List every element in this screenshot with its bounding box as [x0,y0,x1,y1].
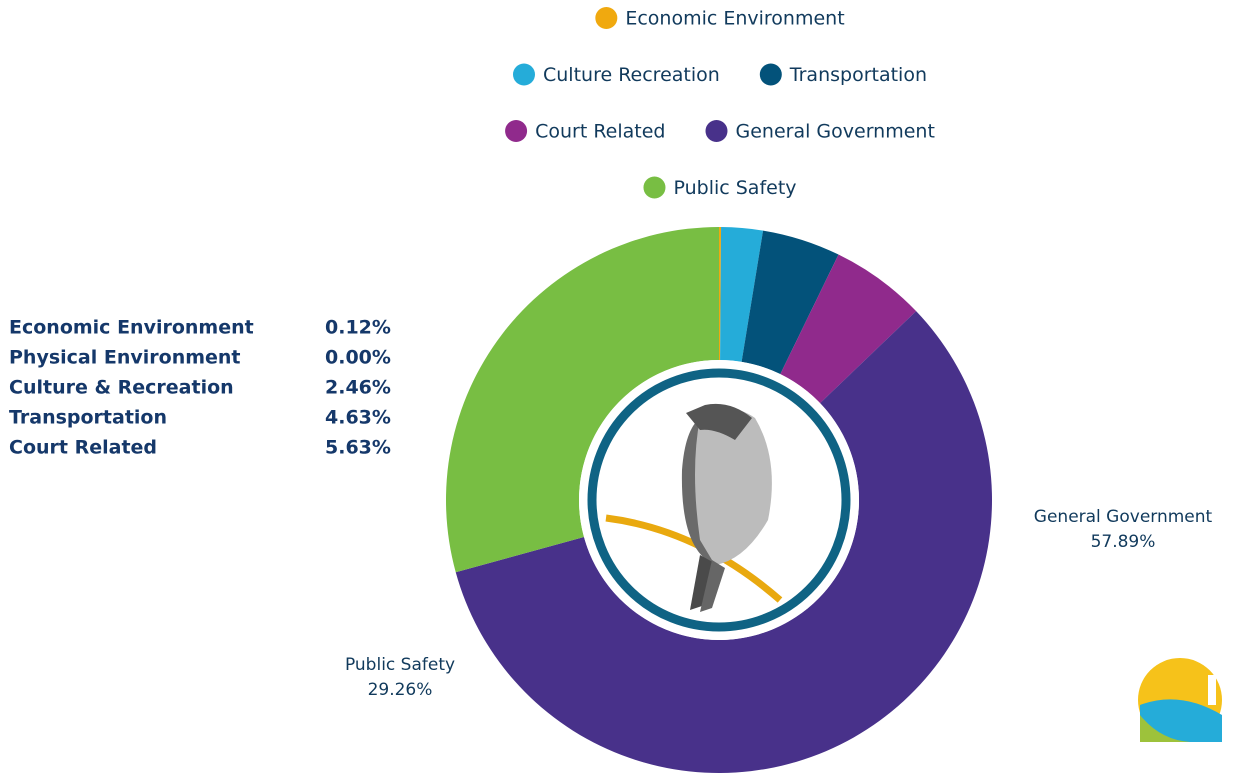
slice-label: Public Safety [345,655,455,675]
table-value: 4.63% [325,407,391,429]
legend-row: Court Related General Government [505,120,935,143]
slice-value-label: 57.89% [1091,532,1156,552]
legend-label: General Government [735,121,934,143]
legend-row: Public Safety [643,177,796,200]
legend-marker [513,64,535,86]
legend-row: Economic Environment [595,7,844,30]
table-value: 0.00% [325,347,391,369]
legend-label: Economic Environment [625,8,844,30]
legend-marker [505,120,527,142]
legend-marker [595,7,617,29]
table-label: Court Related [9,437,157,459]
slice-label: General Government [1034,507,1213,527]
chart: Economic Environment Culture Recreation Tr… [0,0,1240,775]
slice-value-label: 29.26% [368,680,433,700]
legend-label: Court Related [535,121,665,143]
table-label: Physical Environment [9,347,241,369]
legend-marker [643,177,665,199]
table-value: 2.46% [325,377,391,399]
legend-row: Culture Recreation Transportation [513,64,927,87]
table-value: 5.63% [325,437,391,459]
table-label: Culture & Recreation [9,377,234,399]
legend-marker [760,64,782,86]
table-value: 0.12% [325,317,391,339]
legend-label: Public Safety [673,177,796,199]
center-emblem [579,360,859,640]
logo [1138,658,1222,742]
table-label: Transportation [9,407,167,429]
legend-marker [705,120,727,142]
legend-label: Culture Recreation [543,64,720,86]
table-label: Economic Environment [9,317,254,339]
legend-label: Transportation [789,64,927,86]
